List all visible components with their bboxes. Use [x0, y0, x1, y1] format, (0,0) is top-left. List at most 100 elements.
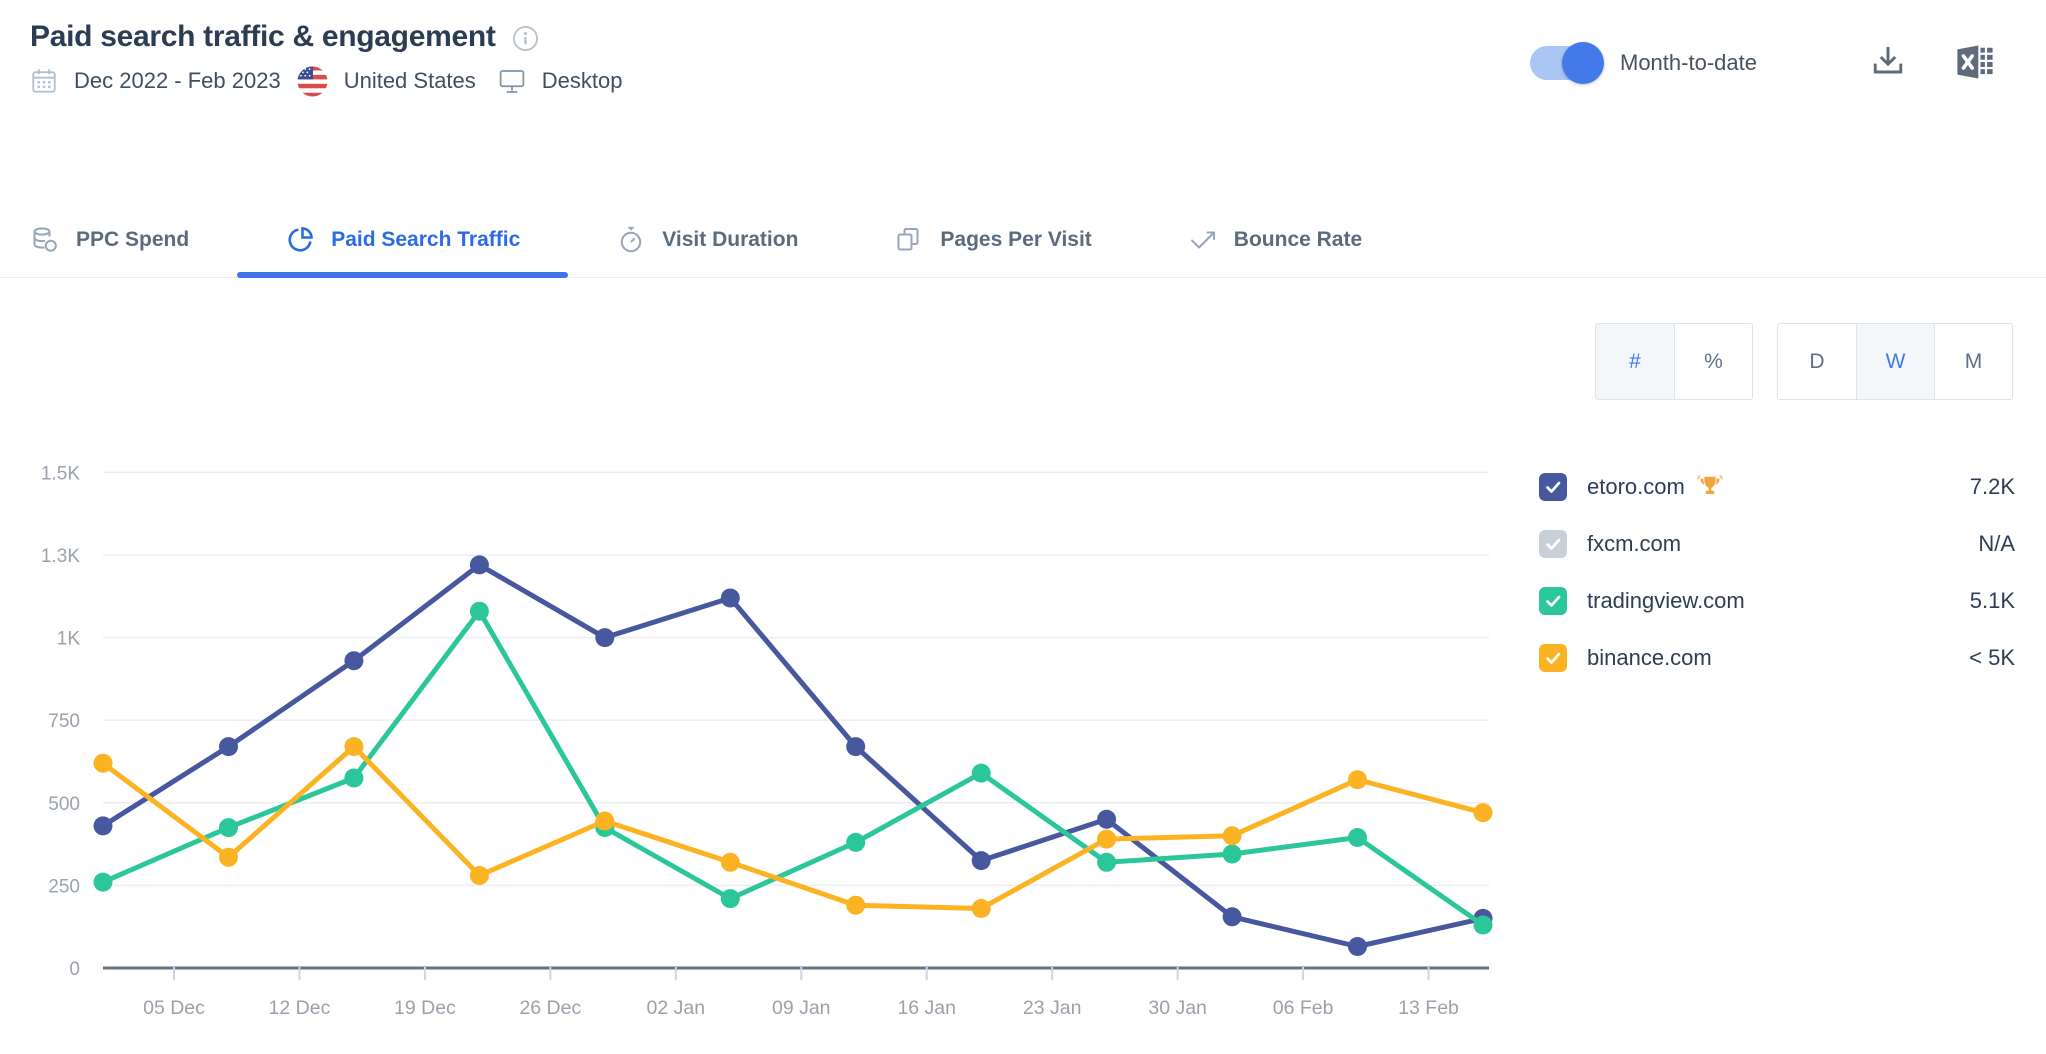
data-point-tradingview-com-1[interactable] — [219, 818, 238, 838]
y-axis-label: 750 — [48, 711, 80, 732]
legend-domain: tradingview.com — [1587, 587, 1745, 613]
x-axis-label: 16 Jan — [897, 997, 956, 1019]
month-to-date-label: Month-to-date — [1620, 50, 1757, 75]
tab-label: Bounce Rate — [1233, 228, 1363, 251]
x-axis-label: 19 Dec — [394, 997, 456, 1019]
data-point-etoro-com-9[interactable] — [1222, 907, 1242, 927]
y-axis-label: 500 — [48, 794, 80, 815]
legend-domain: fxcm.com — [1587, 530, 1682, 556]
data-point-binance-com-9[interactable] — [1222, 826, 1242, 846]
tab-label: Visit Duration — [662, 228, 799, 251]
units-button-[interactable]: # — [1596, 324, 1674, 399]
tab-paid-search-traffic[interactable]: Paid Search Traffic — [237, 203, 569, 278]
data-point-etoro-com-3[interactable] — [469, 555, 489, 575]
data-point-etoro-com-0[interactable] — [93, 816, 113, 836]
x-axis-label: 23 Jan — [1023, 997, 1082, 1019]
tab-bounce-rate[interactable]: Bounce Rate — [1140, 203, 1410, 277]
data-point-tradingview-com-3[interactable] — [469, 601, 489, 621]
x-axis-label: 12 Dec — [269, 997, 331, 1019]
data-point-tradingview-com-0[interactable] — [93, 872, 113, 892]
data-point-etoro-com-7[interactable] — [971, 851, 991, 871]
y-axis-label: 1.5K — [41, 463, 80, 484]
units-toggle-group: #% — [1595, 323, 1753, 400]
data-point-binance-com-11[interactable] — [1473, 803, 1493, 823]
x-axis-label: 02 Jan — [647, 997, 706, 1019]
data-point-binance-com-2[interactable] — [344, 737, 364, 757]
x-axis-label: 13 Feb — [1398, 997, 1459, 1019]
data-point-tradingview-com-9[interactable] — [1222, 844, 1242, 864]
data-point-tradingview-com-10[interactable] — [1348, 828, 1367, 847]
data-point-etoro-com-2[interactable] — [344, 651, 364, 671]
stopwatch-icon — [616, 225, 646, 255]
data-point-etoro-com-10[interactable] — [1348, 937, 1367, 956]
report-meta: Dec 2022 - Feb 2023 United States Deskto… — [30, 62, 623, 100]
x-axis-label: 06 Feb — [1273, 997, 1334, 1019]
granularity-button-m[interactable]: M — [1934, 324, 2012, 399]
country-label: United States — [343, 68, 476, 93]
tab-label: Paid Search Traffic — [331, 228, 521, 251]
data-point-binance-com-6[interactable] — [846, 895, 866, 915]
legend-domain: etoro.com — [1587, 473, 1685, 499]
data-point-tradingview-com-5[interactable] — [720, 889, 740, 909]
tab-pages-per-visit[interactable]: Pages Per Visit — [846, 203, 1139, 277]
y-axis-label: 1K — [57, 629, 81, 650]
legend-row-etoro-com: etoro.com 7.2K — [1539, 458, 2015, 515]
data-point-binance-com-1[interactable] — [219, 847, 238, 867]
tab-label: PPC Spend — [76, 228, 190, 251]
tab-visit-duration[interactable]: Visit Duration — [568, 203, 846, 277]
legend-row-binance-com: binance.com < 5K — [1539, 629, 2015, 686]
legend-domain: binance.com — [1587, 644, 1712, 670]
data-point-etoro-com-4[interactable] — [595, 628, 615, 648]
data-point-etoro-com-6[interactable] — [846, 737, 866, 757]
y-axis-label: 1.3K — [41, 546, 80, 567]
y-axis-label: 0 — [69, 959, 80, 980]
data-point-tradingview-com-2[interactable] — [344, 768, 364, 788]
desktop-icon — [498, 67, 526, 95]
data-point-tradingview-com-6[interactable] — [846, 832, 866, 852]
export-excel-button[interactable] — [1952, 40, 1998, 84]
info-icon[interactable] — [512, 25, 539, 52]
legend-checkbox-tradingview-com[interactable] — [1539, 586, 1567, 615]
header: Paid search traffic & engagement — [30, 20, 539, 54]
trophy-icon — [1695, 472, 1725, 502]
data-point-binance-com-8[interactable] — [1097, 829, 1117, 849]
toggle-knob — [1562, 42, 1604, 84]
data-point-binance-com-0[interactable] — [93, 753, 113, 773]
traffic-line-chart: 0 250 500 750 1K 1.3K 1.5K 05 Dec 12 Dec 19 Dec 26… — [41, 463, 1493, 1019]
units-button-[interactable]: % — [1674, 324, 1752, 399]
excel-icon — [1957, 45, 1993, 79]
chart-legend: etoro.com 7.2K fxcm.com N/A tradingview.com 5… — [1539, 458, 2015, 686]
data-point-tradingview-com-11[interactable] — [1473, 915, 1493, 935]
legend-checkbox-binance-com[interactable] — [1539, 643, 1567, 672]
data-point-tradingview-com-8[interactable] — [1097, 852, 1117, 872]
legend-value: 5.1K — [1969, 587, 2015, 613]
data-point-etoro-com-5[interactable] — [720, 588, 740, 608]
data-point-binance-com-10[interactable] — [1348, 770, 1367, 790]
legend-value: 7.2K — [1969, 473, 2015, 499]
date-range: Dec 2022 - Feb 2023 — [74, 68, 281, 93]
chart-line-tradingview-com — [100, 608, 1486, 928]
x-axis-label: 26 Dec — [519, 997, 581, 1019]
metric-tabs: PPC Spend Paid Search Traffic Visit Durati… — [0, 203, 2046, 278]
pie-chart-icon — [285, 225, 315, 255]
legend-checkbox-fxcm-com[interactable] — [1539, 529, 1567, 558]
data-point-binance-com-4[interactable] — [595, 811, 615, 831]
data-point-etoro-com-8[interactable] — [1097, 809, 1117, 829]
pages-icon — [894, 225, 924, 255]
data-point-binance-com-5[interactable] — [720, 852, 740, 872]
download-button[interactable] — [1868, 42, 1908, 82]
device-label: Desktop — [541, 68, 623, 93]
data-point-binance-com-3[interactable] — [469, 866, 489, 885]
us-flag-icon — [297, 65, 328, 97]
data-point-etoro-com-1[interactable] — [219, 737, 238, 757]
data-point-tradingview-com-7[interactable] — [971, 763, 991, 783]
legend-checkbox-etoro-com[interactable] — [1539, 472, 1567, 501]
tab-ppc-spend[interactable]: PPC Spend — [30, 203, 237, 277]
data-point-binance-com-7[interactable] — [971, 899, 991, 918]
month-to-date-toggle[interactable] — [1530, 42, 1604, 84]
granularity-button-w[interactable]: W — [1856, 324, 1934, 399]
legend-value: N/A — [1978, 530, 2015, 556]
granularity-button-d[interactable]: D — [1778, 324, 1856, 399]
